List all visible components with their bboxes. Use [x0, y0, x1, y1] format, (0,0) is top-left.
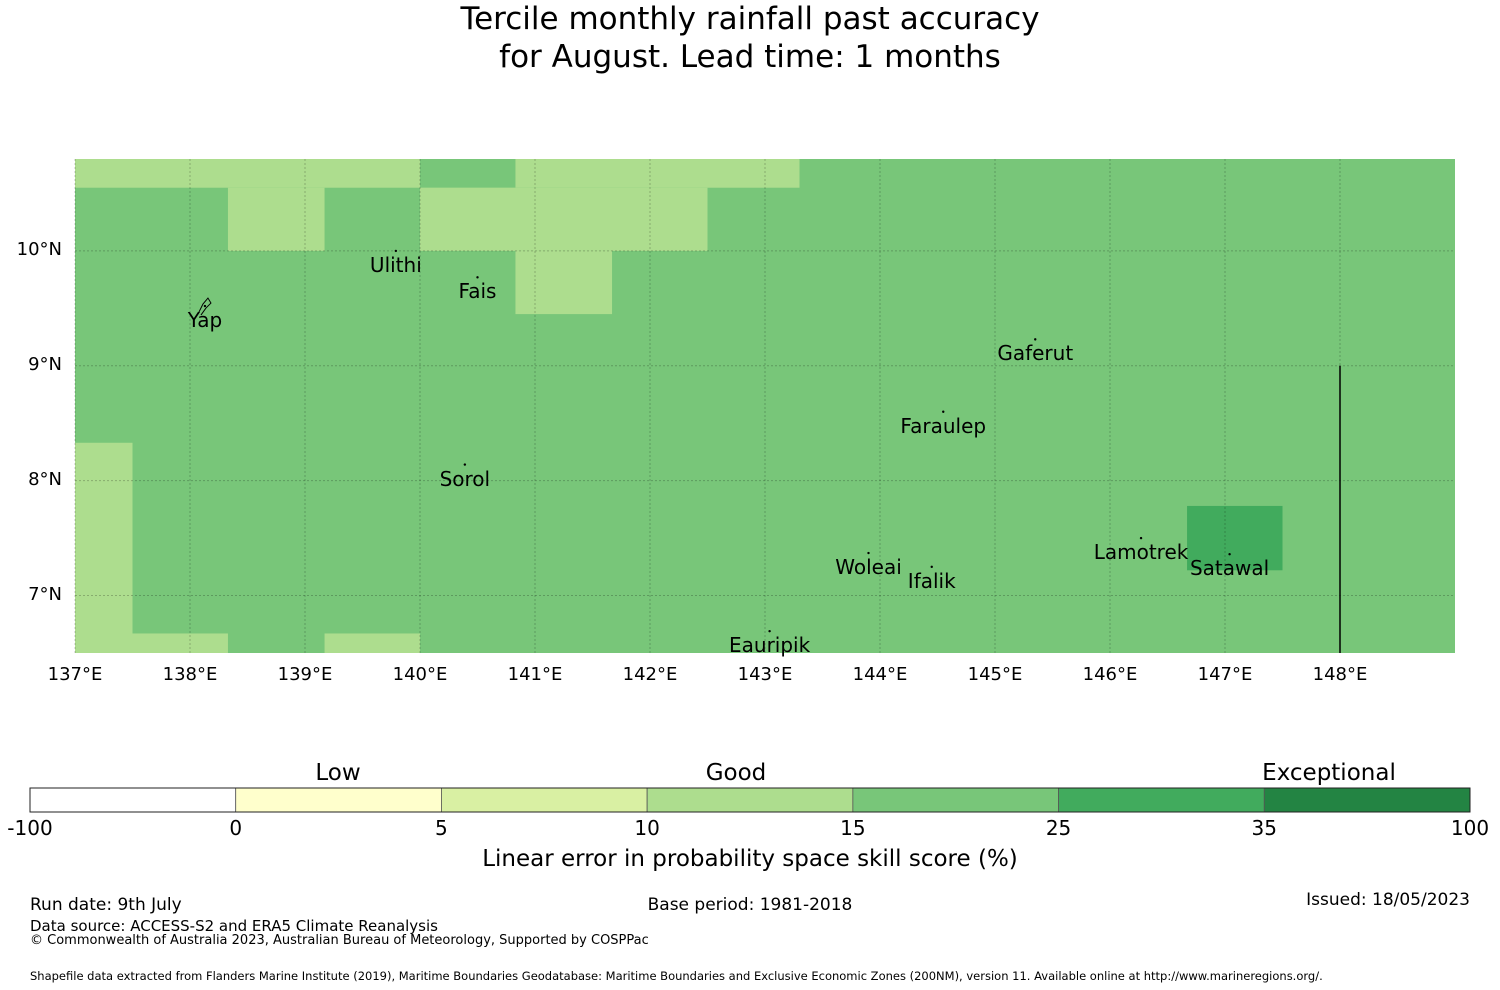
lon-tick-label: 145°E [967, 664, 1023, 685]
place-label: Ulithi [369, 252, 422, 277]
legend-category-exceptional: Exceptional [1262, 760, 1396, 786]
lon-tick-label: 141°E [507, 664, 563, 685]
lon-tick-label: 142°E [622, 664, 678, 685]
island-marker [768, 629, 771, 633]
place-label: Gaferut [997, 341, 1074, 366]
colorbar-bin-2 [441, 787, 648, 813]
colorbar-bin-1 [235, 787, 442, 813]
lon-tick-label: 140°E [392, 664, 448, 685]
place-label: Satawal [1189, 556, 1270, 581]
island-marker [930, 565, 933, 569]
lat-tick-label: 8°N [28, 468, 62, 490]
skill-patch-1 [420, 159, 516, 188]
colorbar-tick-label: -100 [7, 816, 53, 840]
place-label: Faraulep [900, 413, 987, 438]
place-label: Woleai [835, 555, 902, 580]
skill-patch-3 [420, 187, 708, 251]
shapefile-credit: Shapefile data extracted from Flanders M… [30, 969, 1323, 983]
place-label: Sorol [439, 466, 491, 491]
lat-tick-label: 10°N [16, 238, 62, 260]
island-marker [394, 249, 398, 253]
island-marker [1228, 553, 1231, 556]
lat-tick-label: 9°N [28, 353, 62, 375]
colorbar-tick-label: 10 [634, 816, 660, 840]
run-date: Run date: 9th July [30, 895, 182, 915]
colorbar-tick-label: 25 [1045, 816, 1072, 840]
lon-tick-label: 146°E [1082, 664, 1138, 685]
island-marker [867, 551, 870, 555]
yap-island-outline [197, 297, 212, 316]
legend-axis-label: Linear error in probability space skill … [482, 846, 1018, 872]
place-label: Ifalik [907, 568, 956, 593]
colorbar-tick-label: 15 [840, 816, 866, 840]
island-marker [1034, 338, 1037, 341]
place-label: Fais [458, 279, 497, 304]
colorbar-bin-6 [1263, 787, 1471, 813]
data-source: Data source: ACCESS-S2 and ERA5 Climate … [30, 917, 438, 935]
lon-tick-label: 138°E [162, 664, 218, 685]
colorbar-bin-5 [1058, 787, 1265, 813]
colorbar-tick-label: 35 [1251, 816, 1278, 840]
lon-tick-label: 139°E [277, 664, 333, 685]
title-line-2: for August. Lead time: 1 months [499, 39, 1001, 75]
skill-patch-8 [1187, 505, 1283, 571]
lon-tick-label: 144°E [852, 664, 908, 685]
copyright: © Commonwealth of Australia 2023, Austra… [30, 933, 649, 948]
colorbar-frame [29, 787, 1471, 813]
skill-patch-2 [227, 187, 325, 251]
colorbar-bin-4 [852, 787, 1059, 813]
base-period: Base period: 1981-2018 [647, 895, 853, 915]
colorbar-bin-0 [29, 787, 237, 813]
skill-patch-5 [75, 442, 133, 653]
lon-tick-label: 143°E [737, 664, 793, 685]
lon-tick-label: 147°E [1197, 664, 1253, 685]
colorbar-tick-label: 5 [435, 816, 448, 840]
place-label: Yap [187, 308, 223, 333]
map-title: Tercile monthly rainfall past accuracy f… [0, 0, 1500, 76]
skill-patch-7 [324, 633, 420, 653]
island-marker [463, 463, 467, 466]
colorbar-tick-label: 0 [229, 816, 243, 840]
place-label: Eauripik [729, 633, 811, 658]
island-marker [942, 410, 945, 413]
lat-tick-label: 7°N [28, 583, 62, 605]
island-marker [203, 304, 207, 308]
colorbar-tick-label: 100 [1450, 816, 1490, 840]
island-marker [1139, 536, 1143, 540]
skill-patch-4 [515, 250, 613, 315]
lon-tick-label: 137°E [47, 664, 103, 685]
title-line-1: Tercile monthly rainfall past accuracy [460, 1, 1040, 37]
place-label: Lamotrek [1093, 540, 1189, 565]
legend-category-good: Good [705, 760, 767, 786]
colorbar-bin-3 [646, 787, 854, 813]
issued-date: Issued: 18/05/2023 [1306, 890, 1470, 910]
lon-tick-label: 148°E [1312, 664, 1368, 685]
legend-category-low: Low [315, 760, 361, 786]
island-marker [476, 276, 479, 279]
skill-patch-6 [132, 633, 228, 653]
